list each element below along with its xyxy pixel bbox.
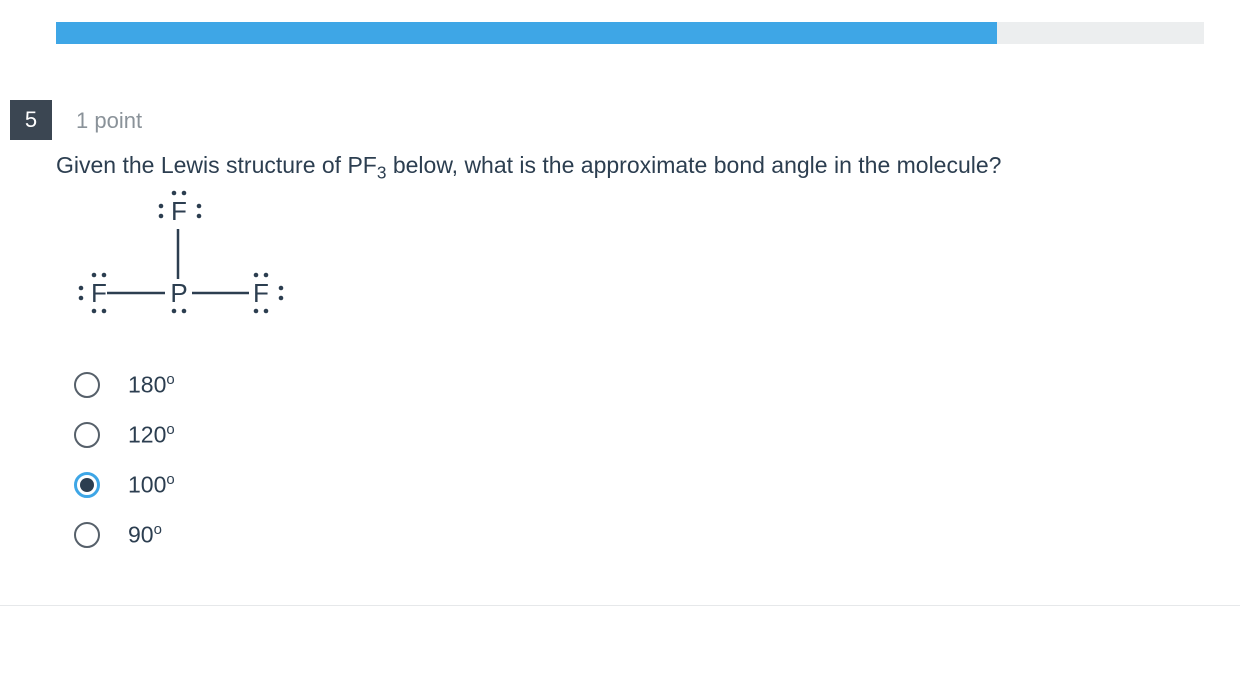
lone-pair-dot xyxy=(92,309,97,314)
radio-button[interactable] xyxy=(74,472,100,498)
lone-pair-dot xyxy=(279,286,284,291)
lone-pair-dot xyxy=(92,273,97,278)
answer-options: 180o120o100o90o xyxy=(74,360,175,560)
prompt-prefix: Given the Lewis structure of PF xyxy=(56,152,377,178)
prompt-subscript: 3 xyxy=(377,163,387,183)
lone-pair-dot xyxy=(79,296,84,301)
option-value: 100 xyxy=(128,472,166,498)
lone-pair-dot xyxy=(79,286,84,291)
lone-pair-dot xyxy=(182,191,187,196)
option-value: 120 xyxy=(128,422,166,448)
atom-label: F xyxy=(171,196,187,226)
atom-label: F xyxy=(253,278,269,308)
lone-pair-dot xyxy=(264,273,269,278)
lone-pair-dot xyxy=(172,191,177,196)
degree-symbol: o xyxy=(166,371,174,388)
answer-option[interactable]: 90o xyxy=(74,510,175,560)
lone-pair-dot xyxy=(159,214,164,219)
degree-symbol: o xyxy=(166,471,174,488)
lone-pair-dot xyxy=(254,309,259,314)
radio-button[interactable] xyxy=(74,422,100,448)
atom-label: F xyxy=(91,278,107,308)
question-number-badge: 5 xyxy=(10,100,52,140)
lone-pair-dot xyxy=(172,309,177,314)
question-number: 5 xyxy=(25,107,37,133)
lone-pair-dot xyxy=(254,273,259,278)
option-label: 100o xyxy=(128,471,175,499)
degree-symbol: o xyxy=(166,421,174,438)
radio-button[interactable] xyxy=(74,372,100,398)
lone-pair-dot xyxy=(182,309,187,314)
lone-pair-dot xyxy=(102,273,107,278)
section-divider xyxy=(0,605,1240,606)
degree-symbol: o xyxy=(154,521,162,538)
lone-pair-dot xyxy=(102,309,107,314)
option-value: 90 xyxy=(128,522,154,548)
progress-bar-track xyxy=(56,22,1204,44)
quiz-page: 5 1 point Given the Lewis structure of P… xyxy=(0,0,1240,686)
option-value: 180 xyxy=(128,372,166,398)
prompt-suffix: below, what is the approximate bond angl… xyxy=(386,152,1001,178)
answer-option[interactable]: 120o xyxy=(74,410,175,460)
option-label: 120o xyxy=(128,421,175,449)
atom-label: P xyxy=(170,278,187,308)
answer-option[interactable]: 100o xyxy=(74,460,175,510)
lone-pair-dot xyxy=(197,214,202,219)
lewis-structure-diagram: F F P F xyxy=(75,185,315,345)
lone-pair-dot xyxy=(197,204,202,209)
progress-bar-fill xyxy=(56,22,997,44)
radio-button[interactable] xyxy=(74,522,100,548)
answer-option[interactable]: 180o xyxy=(74,360,175,410)
option-label: 90o xyxy=(128,521,162,549)
lone-pair-dot xyxy=(159,204,164,209)
option-label: 180o xyxy=(128,371,175,399)
points-label: 1 point xyxy=(76,108,142,134)
question-prompt: Given the Lewis structure of PF3 below, … xyxy=(56,150,1200,185)
lone-pair-dot xyxy=(279,296,284,301)
lone-pair-dot xyxy=(264,309,269,314)
